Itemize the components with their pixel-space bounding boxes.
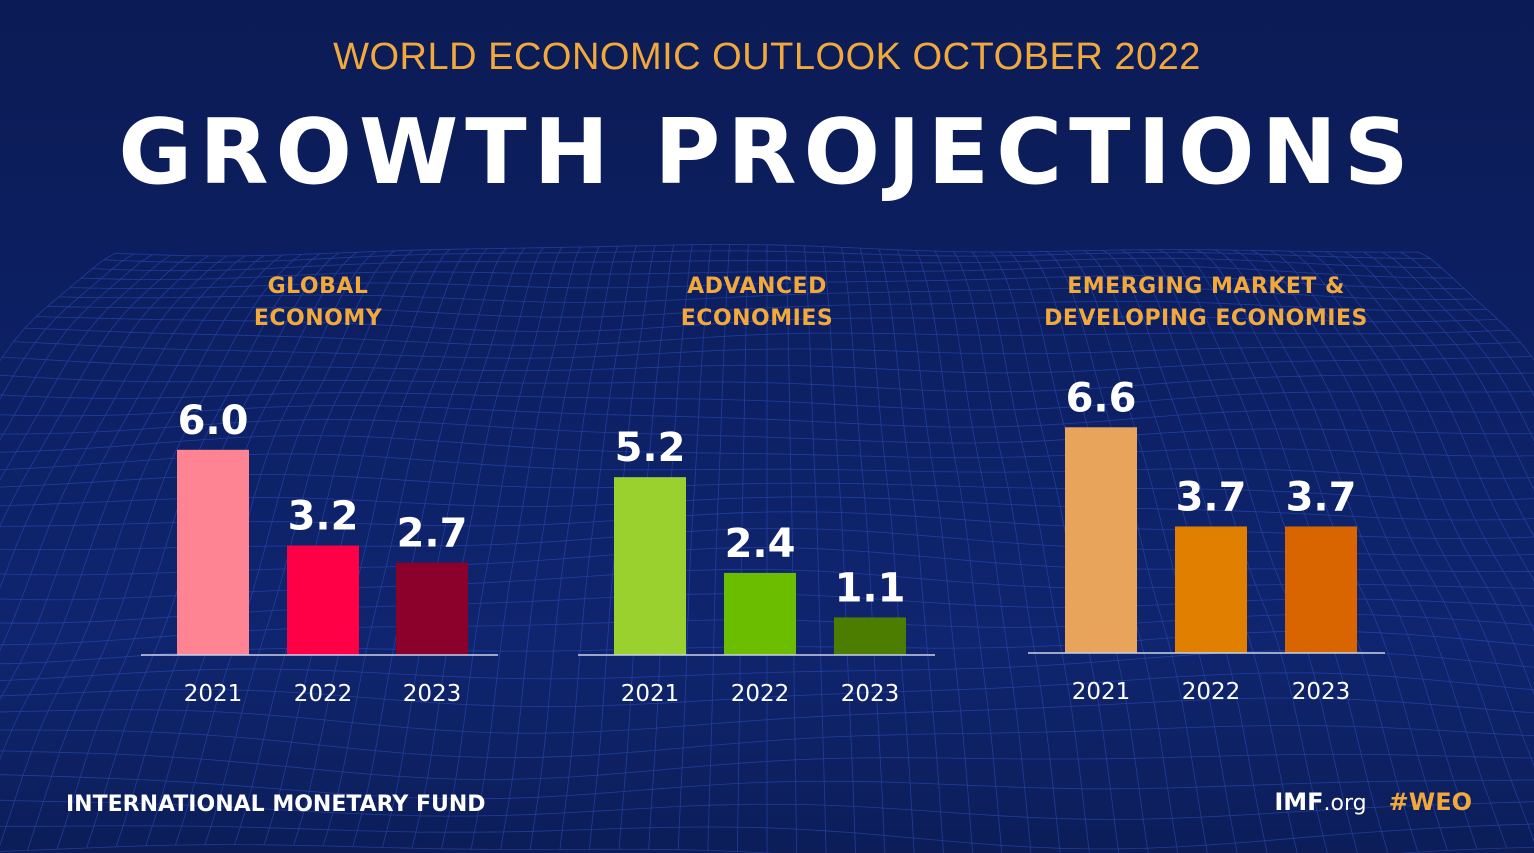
panel-title-global: GLOBAL ECONOMY — [168, 271, 468, 335]
panel-title-advanced: ADVANCED ECONOMIES — [607, 271, 907, 335]
panel-title-line: GLOBAL — [267, 274, 369, 299]
org-name: INTERNATIONAL MONETARY FUND — [66, 792, 486, 817]
panel-title-line: ADVANCED — [687, 274, 827, 299]
report-subtitle: WORLD ECONOMIC OUTLOOK OCTOBER 2022 — [333, 36, 1201, 78]
panel-title-emerging: EMERGING MARKET & DEVELOPING ECONOMIES — [1006, 271, 1406, 335]
panel-title-line: ECONOMY — [253, 306, 383, 331]
panel-title-line: DEVELOPING ECONOMIES — [1044, 306, 1368, 331]
footer-links: IMF.org #WEO — [1274, 788, 1472, 816]
hashtag[interactable]: #WEO — [1388, 788, 1472, 816]
panel-title-line: ECONOMIES — [680, 306, 834, 331]
panel-title-line: EMERGING MARKET & — [1067, 274, 1345, 299]
site-link-domain[interactable]: .org — [1323, 791, 1367, 816]
page-title: GROWTH PROJECTIONS — [118, 100, 1416, 205]
site-link-bold[interactable]: IMF — [1274, 788, 1324, 816]
terrain-grid-lines — [0, 244, 1534, 853]
